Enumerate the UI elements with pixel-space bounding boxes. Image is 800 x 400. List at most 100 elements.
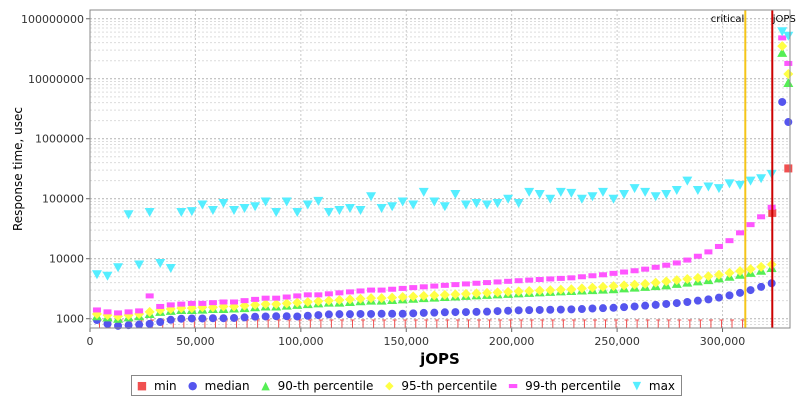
data-point	[757, 282, 766, 291]
data-point	[335, 290, 344, 296]
data-point	[704, 249, 713, 255]
data-point	[451, 282, 460, 288]
data-point	[725, 291, 734, 300]
data-point	[661, 276, 672, 287]
data-point	[703, 271, 714, 282]
data-point	[483, 280, 492, 286]
data-point	[376, 204, 387, 214]
data-point	[693, 253, 702, 259]
data-point	[281, 197, 292, 207]
data-point	[640, 187, 651, 197]
data-point	[344, 294, 355, 305]
data-point	[124, 309, 133, 315]
data-point	[356, 309, 365, 318]
data-point	[745, 176, 756, 186]
data-point	[218, 198, 229, 208]
data-point	[566, 284, 577, 295]
data-point	[344, 204, 355, 214]
legend-label: 99-th percentile	[525, 378, 621, 393]
data-point	[482, 200, 493, 210]
data-point	[314, 292, 323, 298]
data-point	[155, 258, 166, 268]
data-point	[692, 272, 703, 283]
data-point	[439, 202, 450, 212]
y-tick-label: 10000	[49, 253, 84, 266]
y-tick-label: 100000000	[21, 13, 84, 26]
data-point	[356, 288, 365, 294]
data-point	[556, 305, 565, 314]
data-point	[650, 192, 661, 202]
data-point	[650, 277, 661, 288]
series-95-th-percentile	[91, 41, 794, 322]
data-point	[545, 285, 556, 296]
data-point	[756, 261, 767, 272]
data-point	[630, 268, 639, 274]
data-point	[661, 189, 672, 199]
data-point	[198, 300, 207, 306]
data-point	[777, 41, 788, 52]
data-point	[102, 271, 113, 281]
data-point	[302, 200, 313, 210]
data-point	[608, 281, 619, 292]
data-point	[135, 308, 144, 314]
data-point	[651, 300, 660, 309]
data-point	[756, 174, 767, 184]
data-point	[166, 315, 175, 324]
marker-lines: critical jOPS	[711, 10, 796, 328]
data-point	[208, 300, 217, 306]
data-point	[577, 274, 586, 280]
data-point	[250, 202, 261, 212]
x-axis-title: jOPS	[419, 350, 460, 368]
data-point	[251, 312, 260, 321]
data-point	[735, 180, 746, 190]
data-point	[144, 208, 155, 218]
data-point	[272, 312, 281, 321]
data-point	[240, 313, 249, 322]
data-point	[513, 198, 524, 208]
data-point	[367, 309, 376, 318]
legend-item: ■ min	[136, 379, 177, 393]
data-point	[641, 266, 650, 272]
data-point	[198, 314, 207, 323]
data-point	[640, 278, 651, 289]
data-point	[630, 302, 639, 311]
legend-swatch: ●	[187, 378, 198, 392]
data-point	[177, 301, 186, 307]
data-point	[230, 313, 239, 322]
data-point	[397, 292, 408, 303]
data-point	[492, 198, 503, 208]
data-point	[113, 263, 124, 273]
data-point	[692, 185, 703, 195]
data-point	[524, 285, 535, 296]
x-tick-label: 250,000	[594, 335, 640, 348]
data-point	[398, 285, 407, 291]
data-point	[736, 288, 745, 297]
y-tick-label: 1000000	[35, 133, 84, 146]
legend: ■ min ● median ▲ 90-th percentile ◆ 95-th perce…	[131, 375, 683, 396]
data-point	[513, 286, 524, 297]
data-point	[671, 185, 682, 195]
data-point	[429, 290, 440, 301]
data-point	[229, 205, 240, 215]
data-point	[408, 291, 419, 302]
data-point	[187, 314, 196, 323]
data-point	[683, 297, 692, 306]
data-point	[472, 280, 481, 286]
data-point	[388, 309, 397, 318]
data-point	[566, 188, 577, 198]
data-point	[556, 275, 565, 281]
data-point	[134, 260, 145, 270]
data-point	[783, 77, 794, 87]
plot-background	[90, 10, 790, 328]
y-axis-title: Response time, usec	[11, 107, 25, 231]
data-point	[619, 189, 630, 199]
series-max	[91, 27, 794, 281]
data-point	[103, 309, 112, 315]
data-point	[597, 281, 608, 292]
data-point	[784, 164, 793, 173]
data-point	[239, 300, 250, 311]
data-point	[334, 295, 345, 306]
data-point	[451, 308, 460, 317]
data-point	[430, 283, 439, 289]
data-point	[608, 194, 619, 204]
